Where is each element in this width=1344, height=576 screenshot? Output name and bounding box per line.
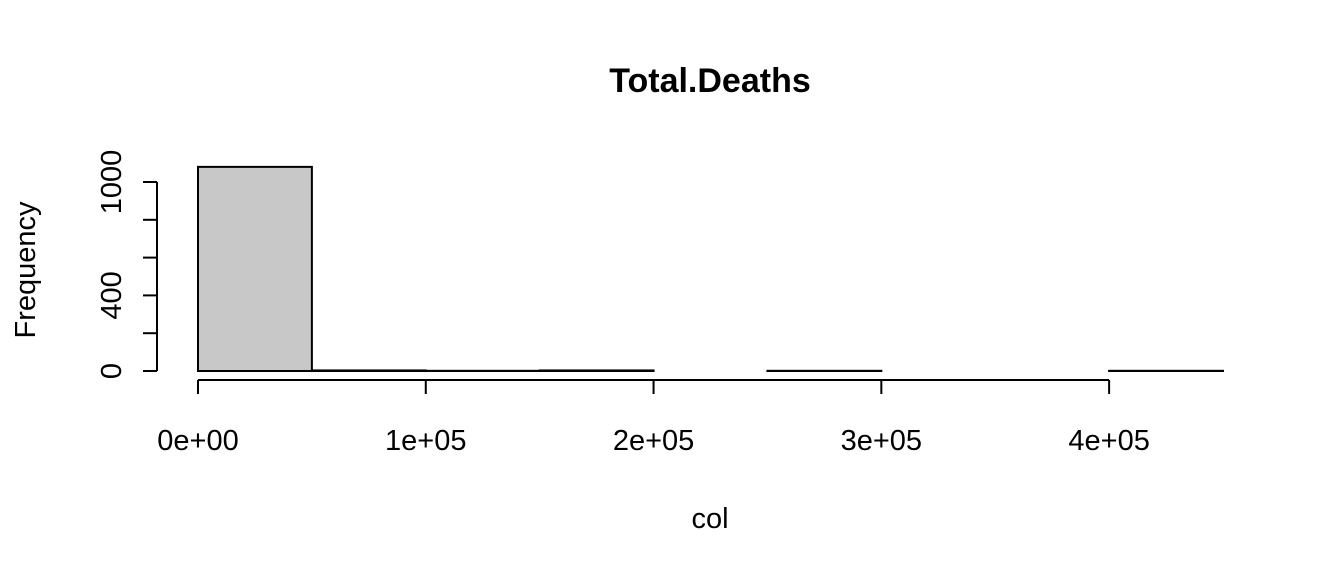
x-tick-label: 2e+05	[613, 425, 694, 457]
y-tick-label: 0	[96, 363, 128, 379]
y-tick-label: 1000	[96, 150, 128, 215]
histogram-bar	[197, 165, 313, 372]
histogram-bar	[538, 369, 655, 373]
x-axis-label: col	[691, 503, 728, 535]
x-tick-label: 1e+05	[385, 425, 466, 457]
x-axis: 0e+00 1e+05 2e+05 3e+05 4e+05	[157, 379, 1150, 457]
chart-title: Total.Deaths	[609, 62, 811, 100]
x-tick-label: 0e+00	[157, 425, 238, 457]
y-axis: 0 400 1000	[96, 150, 158, 379]
histogram-bar	[310, 369, 427, 373]
bars-group	[197, 165, 1224, 373]
y-tick-label: 400	[96, 271, 128, 319]
x-tick-label: 3e+05	[841, 425, 922, 457]
x-tick-label: 4e+05	[1068, 425, 1149, 457]
y-axis-label: Frequency	[10, 201, 42, 339]
